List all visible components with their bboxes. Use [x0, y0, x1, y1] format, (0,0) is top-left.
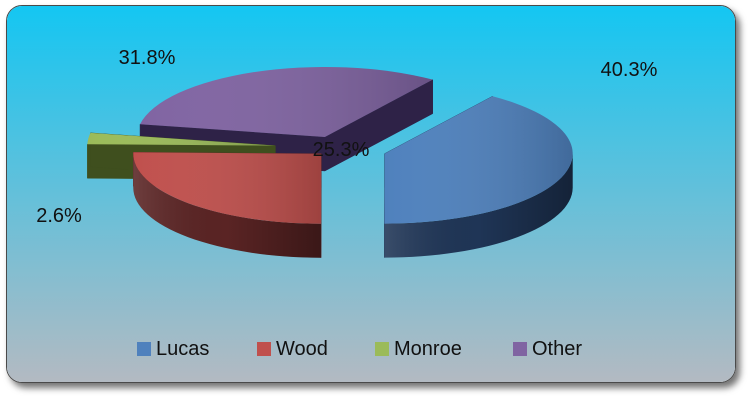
data-label-wood: 25.3% — [313, 139, 370, 161]
chart-panel: 40.3% 25.3% 2.6% 31.8% Lucas Wood Monroe Other — [6, 5, 736, 383]
legend-swatch-monroe — [375, 342, 389, 356]
pie-slice-wood-top-shade — [133, 152, 322, 224]
pie-slice-lucas-wall-shade — [384, 153, 573, 258]
legend-item-other: Other — [513, 338, 582, 360]
pie-slice-lucas-top-shade — [384, 96, 573, 224]
data-labels: 40.3% 25.3% 2.6% 31.8% — [36, 47, 657, 227]
legend-swatch-wood — [257, 342, 271, 356]
legend-item-lucas: Lucas — [137, 338, 209, 360]
pie-chart: 40.3% 25.3% 2.6% 31.8% Lucas Wood Monroe Other — [7, 6, 735, 382]
legend-label-other: Other — [532, 338, 582, 360]
pie-slice-wood — [133, 152, 322, 258]
pie-slices — [87, 66, 573, 258]
chart-background — [7, 6, 735, 382]
data-label-monroe: 2.6% — [36, 205, 82, 227]
legend-swatch-lucas — [137, 342, 151, 356]
pie-slice-wood-wall-shade — [133, 153, 322, 258]
data-label-other: 31.8% — [119, 47, 176, 69]
legend-label-lucas: Lucas — [156, 338, 209, 360]
legend-item-wood: Wood — [257, 338, 328, 360]
legend-label-wood: Wood — [276, 338, 328, 360]
pie-slice-lucas — [384, 95, 573, 258]
legend-label-monroe: Monroe — [394, 338, 462, 360]
legend-swatch-other — [513, 342, 527, 356]
legend-item-monroe: Monroe — [375, 338, 462, 360]
data-label-lucas: 40.3% — [601, 59, 658, 81]
legend: Lucas Wood Monroe Other — [137, 338, 582, 360]
pie-slice-monroe-top-shade — [87, 132, 276, 146]
pie-slice-other-top-shade — [140, 66, 433, 137]
